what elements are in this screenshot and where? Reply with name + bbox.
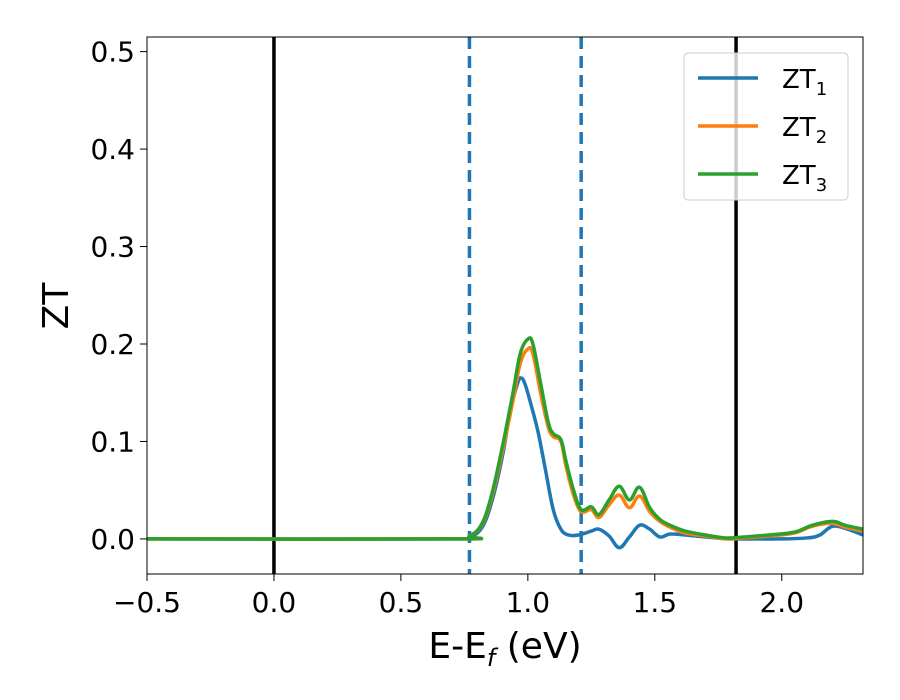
x-tick-label: −0.5: [113, 586, 181, 619]
legend-label-2: ZT2: [782, 113, 827, 148]
x-tick-label: 0.0: [252, 586, 297, 619]
x-tick-label: 1.0: [506, 586, 551, 619]
y-tick-label: 0.3: [90, 231, 135, 264]
x-tick-label: 1.5: [633, 586, 678, 619]
axis-ticks: −0.5 0.0 0.5 1.0 1.5 2.0 0.0 0.1 0.2 0.3 0.4 0.5: [90, 36, 804, 619]
reference-lines: [272, 37, 738, 574]
y-tick-label: 0.1: [90, 425, 135, 458]
y-tick-label: 0.2: [90, 328, 135, 361]
series-line-3: [146, 336, 864, 541]
y-tick-label: 0.5: [90, 36, 135, 69]
legend-box: [683, 52, 849, 201]
series-layer: [146, 336, 864, 550]
series-line-2: [146, 345, 864, 541]
series-line-1: [146, 376, 864, 550]
plot-frame: [146, 36, 864, 575]
x-tick-label: 0.5: [379, 586, 424, 619]
y-tick-label: 0.0: [90, 523, 135, 556]
x-axis-label: E-Ef (eV): [428, 626, 581, 672]
legend-label-3: ZT3: [782, 161, 827, 196]
legend-label-1: ZT1: [782, 65, 827, 100]
legend: ZT1 ZT2 ZT3: [683, 52, 849, 201]
y-axis-label: ZT: [36, 282, 77, 330]
y-tick-label: 0.4: [90, 133, 135, 166]
x-tick-label: 2.0: [759, 586, 804, 619]
